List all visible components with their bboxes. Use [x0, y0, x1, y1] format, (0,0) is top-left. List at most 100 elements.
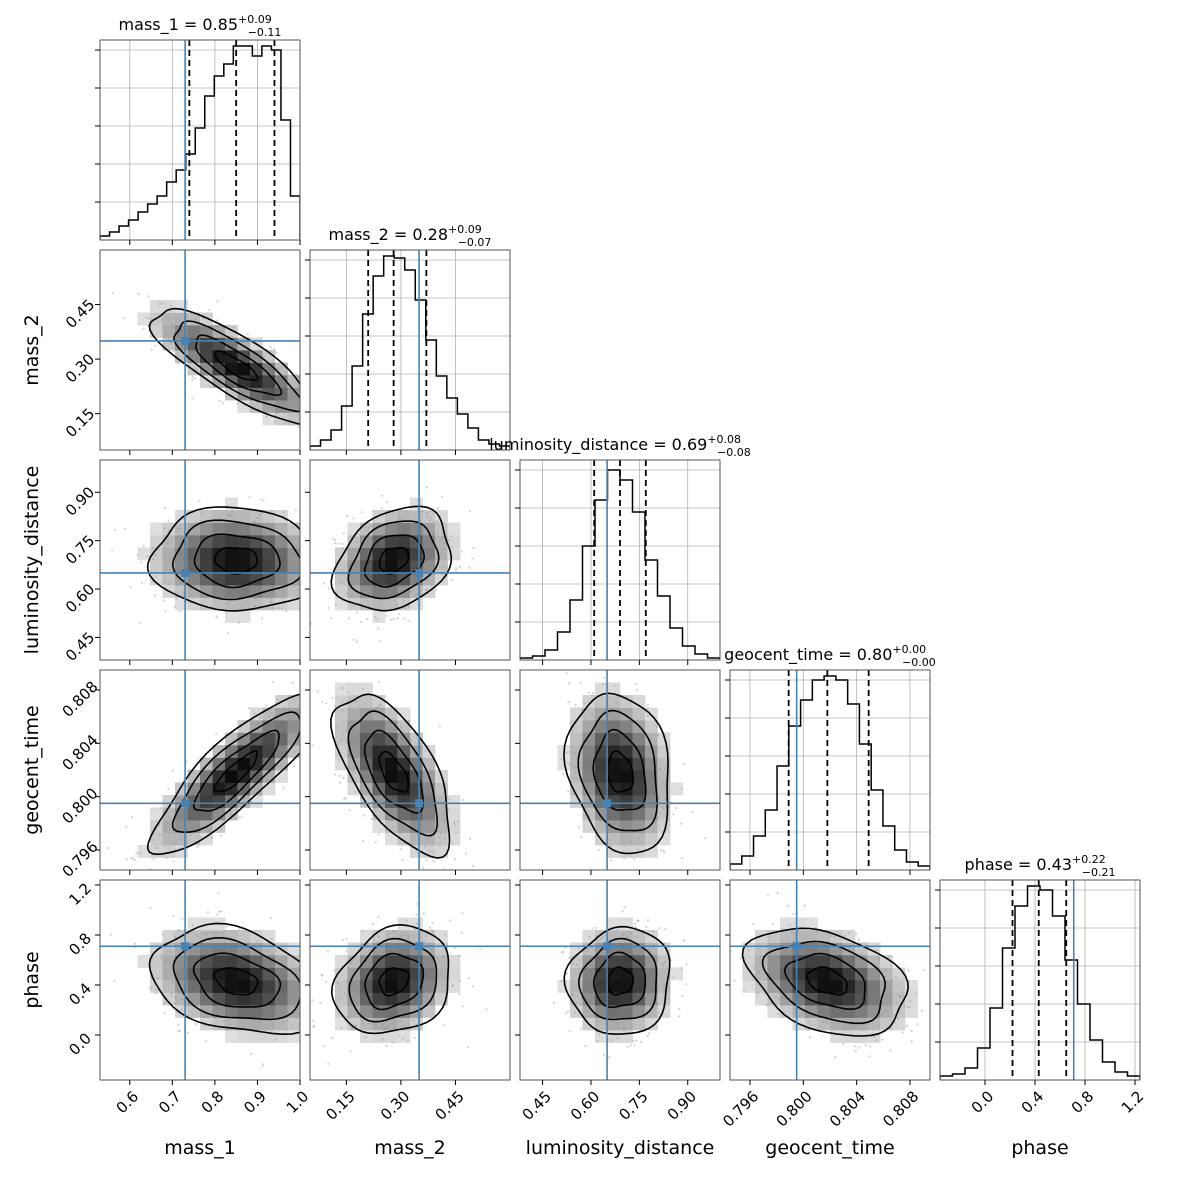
sample-point	[403, 617, 406, 620]
density-cell	[410, 497, 423, 511]
density-cell	[162, 955, 176, 968]
density-cell	[607, 832, 621, 846]
sample-point	[468, 566, 471, 569]
sample-point	[389, 618, 392, 621]
sample-point	[152, 546, 155, 549]
sample-point	[178, 1029, 181, 1032]
density-cell	[275, 535, 288, 548]
sample-point	[375, 706, 378, 709]
sample-point	[464, 852, 468, 855]
sample-point	[164, 827, 167, 831]
histogram-luminosity_distance-quantiles	[593, 460, 647, 660]
density-cell	[570, 795, 583, 808]
density-cell	[447, 820, 461, 833]
density-cell	[422, 547, 436, 561]
density-cell	[360, 967, 373, 981]
density-cell	[372, 795, 386, 808]
density-cell	[187, 325, 201, 338]
sample-point	[206, 911, 210, 914]
density-cell	[595, 980, 608, 993]
sample-point	[468, 510, 471, 513]
density-cell	[595, 695, 608, 708]
sample-point	[360, 783, 363, 786]
sample-point	[331, 704, 333, 706]
sample-point	[587, 803, 590, 806]
x-tick-label: 1.2	[1118, 1087, 1148, 1117]
density-cell	[262, 745, 276, 758]
sample-point	[160, 957, 163, 960]
sample-point	[148, 987, 151, 990]
sample-point	[341, 733, 344, 736]
sample-point	[630, 931, 633, 934]
sample-point	[127, 891, 129, 893]
sample-point	[194, 526, 197, 529]
sample-point	[576, 995, 580, 998]
sample-point	[155, 846, 158, 849]
sample-point	[322, 552, 324, 554]
panel-mass_1-vs-phase-density	[137, 917, 300, 1043]
sample-point	[614, 684, 617, 687]
sample-point	[129, 586, 132, 589]
sample-point	[293, 750, 296, 753]
y-axis-label-phase: phase	[21, 951, 43, 1008]
density-cell	[212, 1017, 226, 1031]
density-cell	[150, 942, 163, 956]
sample-point	[920, 1009, 924, 1012]
sample-point	[187, 1031, 190, 1034]
sample-point	[208, 308, 211, 311]
sample-point	[385, 1027, 388, 1030]
sample-point	[218, 399, 221, 402]
contour-level-3	[348, 937, 438, 1023]
sample-point	[282, 705, 286, 708]
sample-point	[370, 817, 373, 821]
sample-point	[322, 1045, 325, 1048]
sample-point	[204, 931, 208, 935]
sample-point	[275, 949, 278, 952]
sample-point	[460, 550, 463, 553]
density-cell	[620, 695, 633, 708]
sample-point	[650, 949, 653, 953]
sample-point	[623, 857, 626, 860]
sample-point	[346, 965, 349, 969]
sample-point	[260, 498, 263, 501]
histogram-luminosity_distance-ticks	[515, 469, 689, 665]
density-layer	[137, 300, 918, 1043]
sample-point	[601, 683, 604, 686]
sample-point	[367, 526, 370, 529]
density-cell	[755, 955, 768, 968]
sample-point	[752, 964, 755, 967]
sample-point	[571, 962, 575, 965]
sample-point	[596, 1020, 599, 1023]
sample-point	[629, 1044, 633, 1047]
sample-point	[122, 317, 125, 320]
y-tick-label: 1.2	[65, 879, 95, 909]
sample-point	[375, 618, 378, 621]
sample-point	[901, 991, 904, 994]
density-cell	[410, 547, 423, 561]
y-tick-label: 0.4	[65, 979, 95, 1009]
density-cell	[385, 535, 398, 548]
density-cell	[645, 745, 658, 758]
sample-point	[815, 931, 818, 934]
sample-point	[326, 999, 328, 1001]
sample-point	[429, 1002, 432, 1006]
density-cell	[237, 572, 251, 586]
sample-point	[171, 829, 174, 832]
sample-point	[352, 517, 355, 520]
sample-point	[645, 926, 648, 929]
density-cell	[645, 782, 658, 796]
density-cell	[570, 757, 583, 771]
panel-mass_1-vs-mass_2-truth	[100, 250, 300, 450]
density-cell	[287, 942, 300, 956]
sample-point	[270, 937, 274, 940]
sample-point	[377, 833, 380, 836]
sample-point	[268, 715, 271, 718]
sample-point	[326, 950, 329, 953]
sample-point	[284, 371, 287, 374]
density-cell	[855, 955, 868, 968]
sample-point	[216, 300, 219, 303]
density-cell	[842, 930, 856, 943]
panel-mass_1-vs-luminosity_distance-contours	[146, 506, 300, 612]
sample-point	[154, 594, 157, 597]
density-cell	[250, 350, 263, 363]
